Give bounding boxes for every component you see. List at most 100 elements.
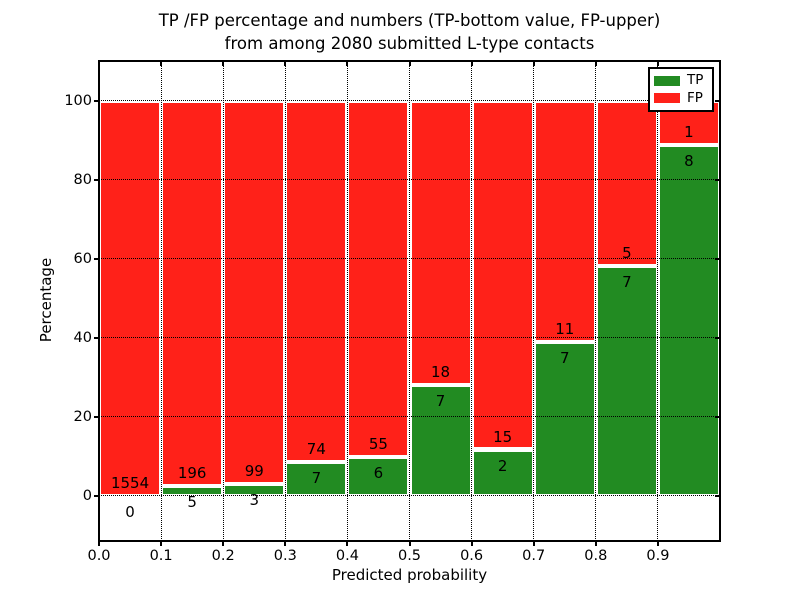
fp-bar-segment bbox=[533, 100, 596, 343]
x-tick bbox=[346, 541, 349, 546]
fp-bar-segment bbox=[409, 100, 472, 386]
y-tick bbox=[94, 178, 99, 181]
fp-count-label: 74 bbox=[306, 439, 326, 458]
fp-bar-segment bbox=[347, 100, 410, 458]
legend: TP FP bbox=[648, 67, 714, 112]
fp-count-label: 18 bbox=[431, 363, 451, 382]
y-tick-label: 40 bbox=[73, 329, 92, 346]
x-gridline bbox=[471, 61, 473, 541]
x-tick-top bbox=[160, 61, 163, 66]
x-tick bbox=[98, 541, 100, 546]
x-gridline bbox=[533, 61, 535, 541]
y-tick-label: 60 bbox=[73, 250, 92, 267]
x-tick bbox=[408, 541, 411, 546]
x-axis-title: Predicted probability bbox=[331, 566, 488, 584]
y-axis-title: Percentage bbox=[37, 257, 55, 343]
x-tick-label: 0.8 bbox=[584, 548, 608, 564]
fp-count-label: 11 bbox=[555, 320, 575, 339]
y-tick bbox=[94, 336, 99, 339]
x-tick-top bbox=[98, 61, 100, 66]
y-tick-label: 0 bbox=[82, 487, 92, 504]
x-tick-label: 0.2 bbox=[211, 548, 235, 564]
fp-count-label: 1554 bbox=[110, 473, 150, 492]
y-tick-right bbox=[715, 99, 720, 102]
tp-bar-segment bbox=[285, 461, 348, 496]
tp-count-label: 2 bbox=[497, 456, 508, 475]
y-tick-right bbox=[715, 336, 720, 339]
tp-swatch-icon bbox=[654, 75, 680, 86]
x-gridline bbox=[160, 61, 162, 541]
y-tick-label: 100 bbox=[64, 92, 92, 109]
x-gridline bbox=[409, 61, 410, 541]
x-gridline bbox=[595, 61, 597, 541]
y-tick bbox=[94, 257, 99, 260]
x-tick bbox=[532, 541, 535, 546]
fp-count-label: 99 bbox=[244, 462, 264, 481]
tp-bar-segment bbox=[471, 449, 534, 496]
tp-bar-segment bbox=[223, 484, 286, 496]
x-tick-label: 0.6 bbox=[460, 548, 484, 564]
fp-bar-segment bbox=[161, 100, 224, 487]
x-tick bbox=[284, 541, 287, 546]
x-tick bbox=[594, 541, 597, 546]
y-tick-right bbox=[715, 494, 720, 497]
tp-count-label: 7 bbox=[559, 349, 570, 368]
tp-count-label: 7 bbox=[435, 392, 446, 411]
x-gridline bbox=[284, 61, 286, 541]
y-tick bbox=[94, 415, 99, 418]
tp-bar-segment bbox=[657, 144, 720, 496]
legend-label-fp: FP bbox=[687, 89, 703, 106]
x-gridline bbox=[346, 61, 348, 541]
tp-bar-segment bbox=[161, 486, 224, 496]
tp-count-label: 8 bbox=[684, 151, 694, 170]
y-tick-label: 80 bbox=[73, 171, 92, 188]
legend-entry-tp: TP bbox=[654, 72, 708, 88]
tp-count-label: 5 bbox=[187, 493, 197, 512]
tp-count-label: 7 bbox=[622, 272, 632, 291]
y-tick bbox=[94, 99, 99, 102]
x-tick-top bbox=[284, 61, 287, 66]
x-tick-label: 0.9 bbox=[646, 548, 670, 564]
fp-count-label: 5 bbox=[622, 243, 632, 262]
x-tick bbox=[656, 541, 659, 546]
y-tick-right bbox=[715, 178, 720, 181]
fp-bar-segment bbox=[471, 100, 534, 450]
fp-bar-segment bbox=[223, 100, 286, 485]
tp-count-label: 3 bbox=[249, 491, 260, 510]
fp-count-label: 55 bbox=[368, 435, 388, 454]
x-tick-top bbox=[470, 61, 473, 66]
x-tick-label: 0.5 bbox=[397, 548, 422, 564]
tp-bar-segment bbox=[347, 457, 410, 496]
x-gridline bbox=[657, 61, 659, 541]
x-tick-top bbox=[532, 61, 535, 66]
fp-swatch-icon bbox=[654, 93, 680, 104]
tp-count-label: 6 bbox=[373, 464, 384, 483]
fp-bar-segment bbox=[99, 100, 162, 496]
x-tick-top bbox=[594, 61, 597, 66]
tp-bar-segment bbox=[595, 265, 658, 496]
x-tick-top bbox=[222, 61, 225, 66]
y-tick bbox=[94, 494, 99, 497]
x-tick-label: 0.4 bbox=[335, 548, 359, 564]
y-tick-right bbox=[715, 257, 720, 260]
x-tick-label: 0.7 bbox=[522, 548, 546, 564]
tp-count-label: 0 bbox=[125, 502, 135, 521]
chart-title: TP /FP percentage and numbers (TP-bottom… bbox=[158, 11, 661, 54]
x-tick bbox=[470, 541, 473, 546]
y-tick-label: 20 bbox=[73, 408, 92, 425]
x-tick-top bbox=[408, 61, 411, 66]
legend-label-tp: TP bbox=[687, 72, 704, 88]
y-tick-right bbox=[715, 415, 720, 418]
tp-count-label: 7 bbox=[311, 468, 322, 487]
fp-count-label: 15 bbox=[493, 427, 513, 446]
fp-bar-segment bbox=[285, 100, 348, 462]
fp-bar-segment bbox=[595, 100, 658, 266]
x-gridline bbox=[222, 61, 224, 541]
x-tick-label: 0.0 bbox=[87, 548, 111, 564]
x-tick-label: 0.1 bbox=[149, 548, 173, 564]
x-tick bbox=[222, 541, 225, 546]
fp-count-label: 1 bbox=[684, 122, 694, 141]
tp-bar-segment bbox=[533, 342, 596, 496]
x-tick-label: 0.3 bbox=[273, 548, 297, 564]
